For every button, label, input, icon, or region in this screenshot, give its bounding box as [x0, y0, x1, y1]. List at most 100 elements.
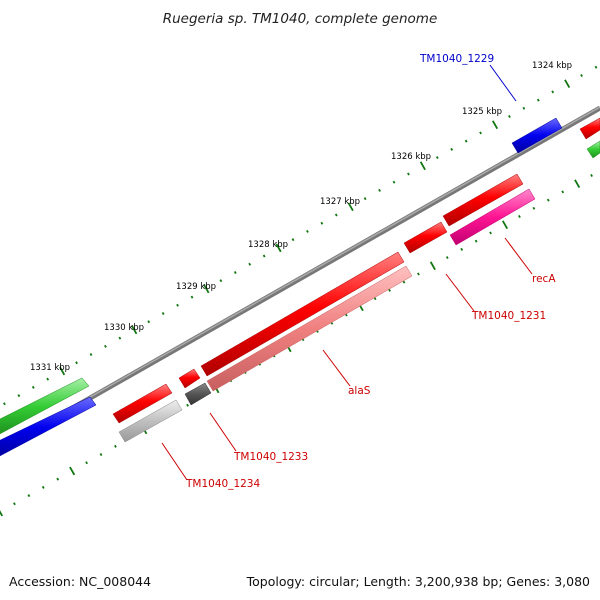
- kbp-label: 1331 kbp: [30, 363, 70, 373]
- genome-backbone: [0, 105, 600, 453]
- subfeature-recA-magenta[interactable]: [449, 188, 536, 246]
- minor-tick: [373, 297, 377, 301]
- minor-tick: [445, 256, 449, 260]
- sub-features: [118, 188, 536, 443]
- minor-tick: [291, 238, 295, 242]
- major-tick: [419, 161, 426, 171]
- minor-tick: [508, 115, 511, 119]
- kbp-label: 1328 kbp: [248, 240, 288, 250]
- minor-tick: [450, 147, 454, 151]
- map-title: Ruegeria sp. TM1040, complete genome: [163, 11, 438, 27]
- minor-tick: [407, 172, 410, 176]
- minor-tick: [27, 494, 31, 498]
- minor-tick: [474, 239, 478, 243]
- gene-labels: TM1040_1229 recA TM1040_1231 alaS TM1040…: [185, 53, 556, 490]
- gene-feature-TM1040_1234[interactable]: [112, 383, 173, 424]
- minor-tick: [85, 461, 88, 465]
- minor-tick: [161, 312, 165, 315]
- kbp-label: 1326 kbp: [391, 152, 431, 162]
- minor-tick: [99, 453, 103, 457]
- major-tick: [492, 120, 499, 130]
- minor-tick: [320, 221, 324, 225]
- minor-tick: [460, 247, 464, 251]
- gene-feature-TM1040_1233[interactable]: [178, 368, 201, 389]
- minor-tick: [551, 90, 555, 94]
- gene-feature-recA[interactable]: [442, 173, 524, 227]
- genome-summary-text: Topology: circular; Length: 3,200,938 bp…: [246, 574, 590, 589]
- major-tick: [574, 179, 581, 189]
- minor-tick: [233, 270, 237, 274]
- minor-tick: [590, 173, 593, 177]
- gene-label-TM1040_1233[interactable]: TM1040_1233: [233, 451, 308, 463]
- gene-label-alaS[interactable]: alaS: [348, 385, 371, 397]
- minor-tick: [561, 190, 565, 194]
- gene-feature-TM1040_1229[interactable]: [511, 117, 563, 154]
- minor-tick: [392, 180, 396, 184]
- major-tick: [203, 284, 210, 294]
- minor-tick: [546, 198, 550, 202]
- major-tick: [275, 243, 282, 253]
- minor-tick: [479, 131, 482, 135]
- minor-tick: [41, 485, 45, 489]
- minor-tick: [417, 272, 420, 276]
- minor-tick: [522, 106, 526, 110]
- minor-tick: [114, 444, 117, 448]
- minor-tick: [594, 65, 598, 69]
- minor-tick: [378, 188, 381, 192]
- minor-tick: [489, 231, 492, 235]
- subfeature-alaS-pink[interactable]: [206, 265, 413, 392]
- gene-label-recA[interactable]: recA: [532, 273, 556, 285]
- gene-feature-green-edge[interactable]: [586, 140, 600, 159]
- minor-tick: [176, 303, 179, 307]
- gene-feature-alaS[interactable]: [200, 251, 405, 377]
- minor-tick: [388, 288, 391, 292]
- gene-label-TM1040_1231[interactable]: TM1040_1231: [471, 310, 546, 322]
- leader-lines: [161, 64, 533, 481]
- major-tick: [347, 202, 354, 212]
- minor-tick: [104, 344, 107, 348]
- minor-tick: [17, 394, 21, 398]
- gene-feature-red-edge[interactable]: [579, 117, 600, 140]
- major-tick: [564, 79, 571, 89]
- gene-label-TM1040_1229[interactable]: TM1040_1229: [419, 53, 494, 65]
- minor-tick: [532, 206, 536, 210]
- minor-tick: [580, 73, 583, 77]
- minor-tick: [435, 156, 439, 160]
- kbp-label: 1330 kbp: [104, 323, 144, 333]
- major-tick: [429, 261, 436, 271]
- minor-tick: [306, 229, 309, 233]
- minor-tick: [147, 320, 151, 324]
- gene-label-TM1040_1234[interactable]: TM1040_1234: [185, 478, 260, 490]
- major-tick: [502, 220, 509, 230]
- minor-tick: [190, 295, 194, 299]
- accession-text: Accession: NC_008044: [9, 574, 151, 589]
- subfeature-darkgray[interactable]: [184, 382, 212, 406]
- subfeature-gray[interactable]: [118, 399, 183, 443]
- ruler-labels: 1324 kbp 1325 kbp 1326 kbp 1327 kbp 1328…: [30, 61, 572, 373]
- kbp-label: 1324 kbp: [532, 61, 572, 71]
- minor-tick: [13, 502, 16, 506]
- minor-tick: [75, 361, 78, 365]
- gene-feature-green[interactable]: [0, 377, 90, 436]
- minor-tick: [118, 336, 122, 340]
- major-tick: [59, 366, 66, 376]
- kbp-label: 1329 kbp: [176, 282, 216, 292]
- minor-tick: [536, 98, 540, 102]
- kbp-label: 1325 kbp: [462, 107, 502, 117]
- major-tick: [0, 510, 4, 517]
- minor-tick: [262, 254, 266, 258]
- gene-feature-TM1040_1231[interactable]: [403, 221, 448, 254]
- genome-backbone-highlight: [0, 106, 600, 450]
- major-tick: [69, 466, 76, 476]
- minor-tick: [89, 353, 93, 357]
- minor-tick: [186, 403, 189, 407]
- minor-tick: [248, 262, 252, 266]
- minor-tick: [56, 477, 60, 481]
- forward-features: [0, 117, 600, 458]
- major-tick: [131, 325, 138, 335]
- kbp-label: 1327 kbp: [320, 197, 360, 207]
- gene-feature-blue-left[interactable]: [0, 396, 97, 458]
- minor-tick: [334, 213, 338, 217]
- minor-tick: [31, 385, 35, 389]
